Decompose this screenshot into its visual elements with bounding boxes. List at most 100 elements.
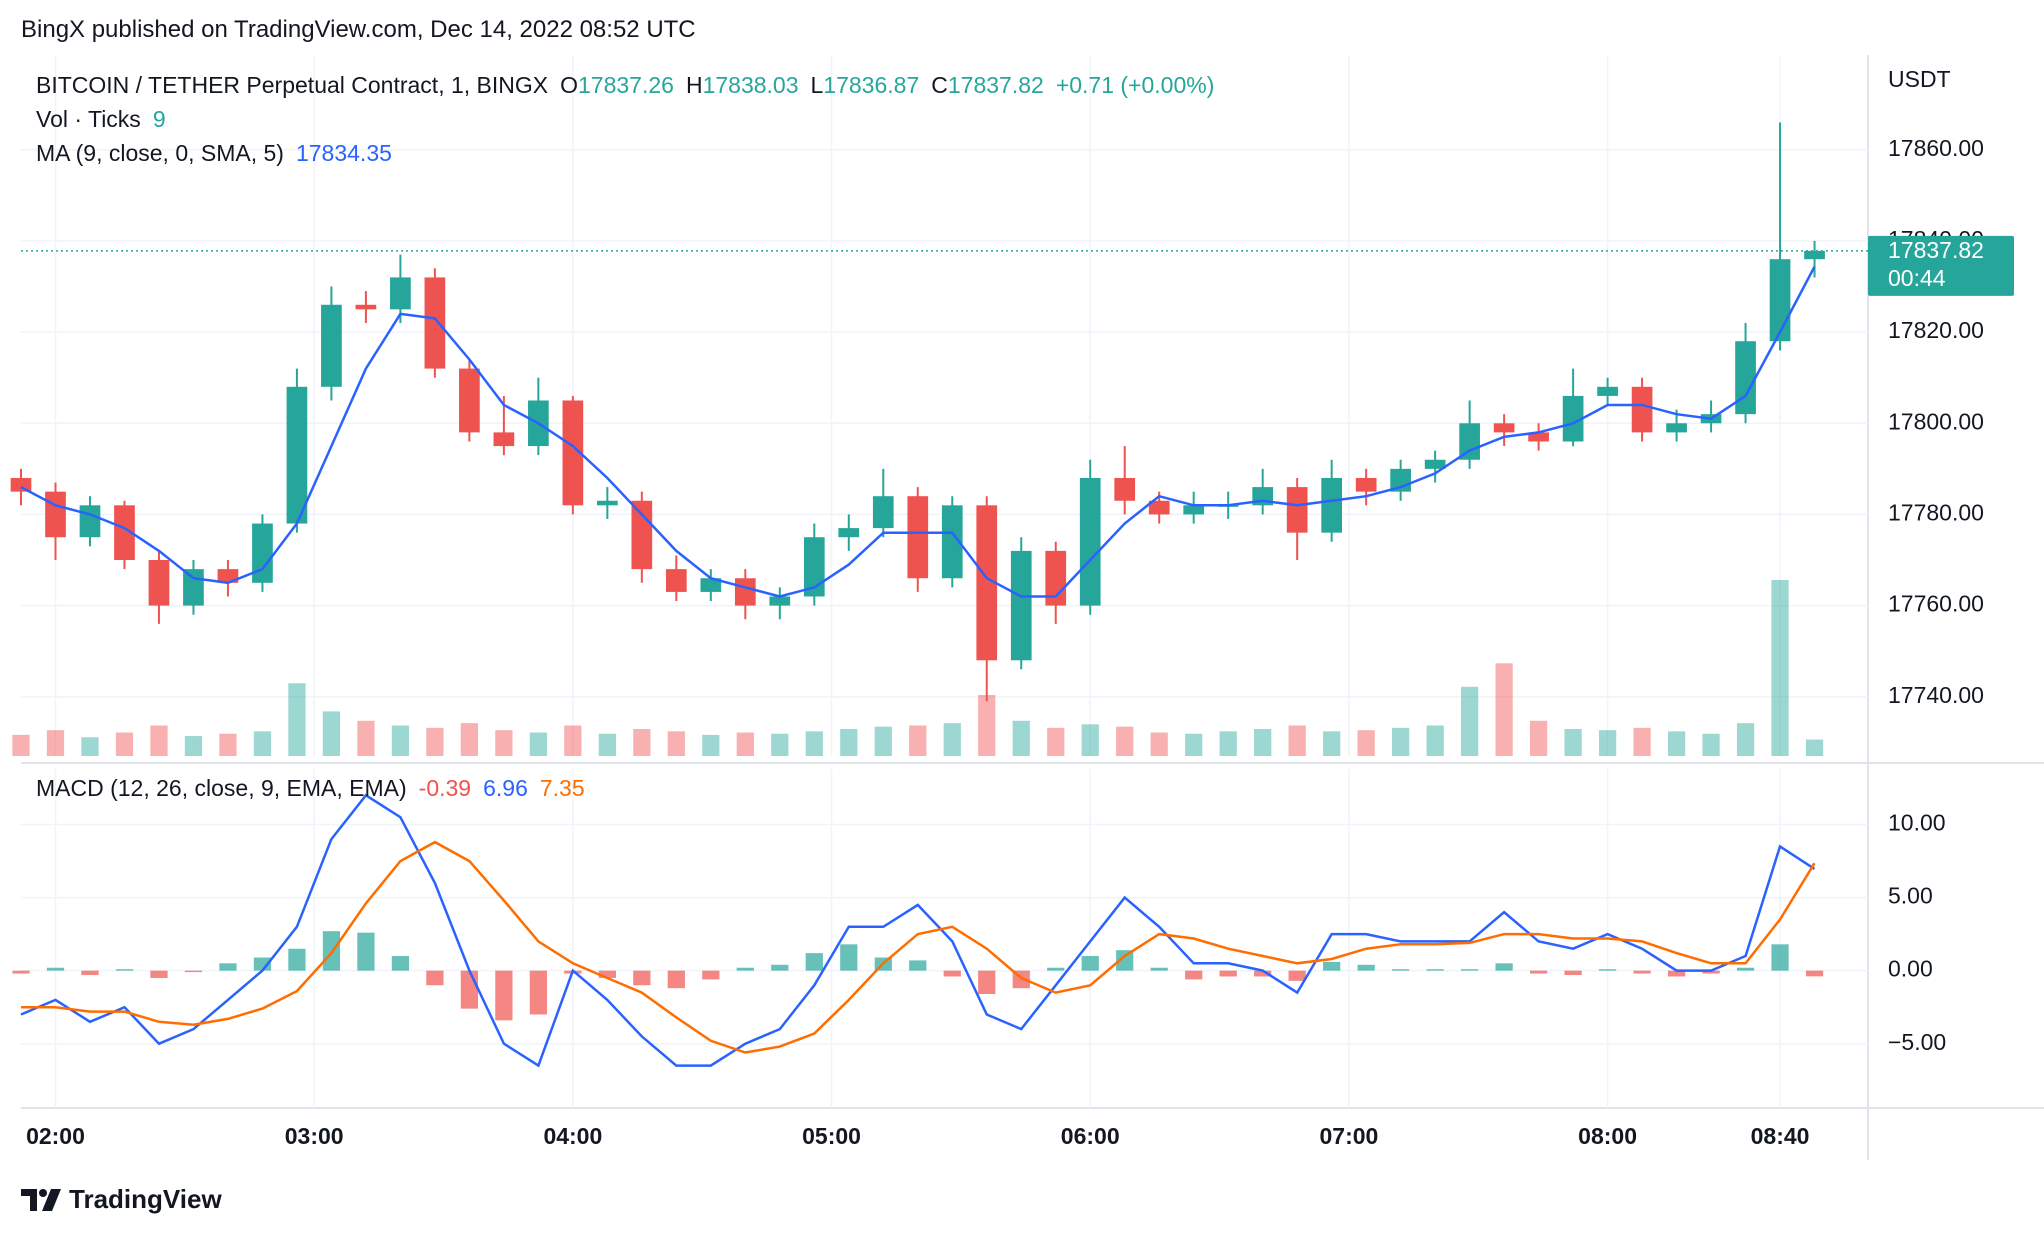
macd-histogram-bar — [12, 970, 30, 974]
macd-histogram-bar — [1150, 967, 1168, 971]
macd-histogram-bar — [1667, 970, 1686, 977]
macd-histogram-bar — [1805, 970, 1824, 977]
symbol-legend: BITCOIN / TETHER Perpetual Contract, 1, … — [36, 72, 1226, 99]
macd-histogram-bar — [81, 970, 99, 976]
candle-body — [424, 277, 446, 369]
candle-body — [321, 304, 342, 387]
candle-body — [1079, 477, 1101, 606]
signal-line — [21, 840, 1816, 1054]
macd-histogram-bar — [46, 967, 65, 971]
x-tick-label: 08:00 — [1578, 1123, 1637, 1149]
candle-body — [700, 578, 722, 592]
brand: TradingView — [69, 1184, 222, 1214]
macd-histogram-bar — [805, 953, 823, 971]
macd-histogram-bar — [1254, 970, 1272, 977]
last-price-box — [1868, 235, 2014, 296]
volume-bar — [840, 729, 858, 756]
y2-tick-label: 10.00 — [1888, 810, 1946, 836]
volume-bar — [1564, 729, 1582, 756]
volume-bar — [253, 731, 272, 756]
candle-body — [562, 400, 584, 506]
macd-histogram-bar — [667, 970, 685, 989]
candle-body — [286, 386, 308, 524]
macd-histogram-bar — [1323, 961, 1341, 971]
candle-body — [1528, 432, 1549, 442]
macd-histogram-bar — [460, 970, 479, 1009]
macd-histogram-bar — [1598, 969, 1617, 971]
macd-histogram-bar — [840, 944, 858, 971]
candle-body — [1114, 477, 1136, 501]
ohlc-value: 17836.87 — [823, 72, 920, 98]
ohlc-value: 17837.26 — [578, 72, 674, 98]
symbol: BITCOIN / TETHER Perpetual Contract, 1, … — [36, 72, 549, 98]
y-tick-label: 17820.00 — [1888, 317, 1984, 343]
candle-body — [252, 523, 273, 583]
x-tick-label: 08:40 — [1751, 1123, 1810, 1149]
volume-value: 9 — [152, 106, 166, 132]
volume-bar — [1219, 731, 1237, 756]
candle-body — [1286, 487, 1308, 533]
ohlc-value: 17837.82 — [947, 72, 1044, 98]
volume-bar — [874, 726, 892, 756]
candle-body — [597, 500, 618, 506]
macd-histogram-bar — [1564, 970, 1582, 976]
macd-histogram-bar — [495, 970, 513, 1021]
macd-histogram-bar — [1426, 969, 1444, 971]
x-tick-label: 04:00 — [543, 1123, 602, 1149]
volume-bar — [1461, 686, 1479, 756]
candle-body — [183, 569, 204, 606]
signal-value: 7.35 — [539, 775, 585, 801]
volume-legend: Vol · Ticks 9 — [36, 106, 178, 133]
candle-body — [803, 537, 825, 597]
candle-body — [114, 505, 135, 561]
candle-body — [665, 569, 687, 592]
candle-body — [493, 432, 515, 447]
macd-line — [20, 793, 1816, 1068]
y2-tick-label: 0.00 — [1888, 956, 1933, 982]
volume-bar — [1185, 733, 1203, 756]
volume-bar — [564, 725, 582, 756]
volume-title: Vol · Ticks — [36, 106, 141, 132]
y2-tick-label: −5.00 — [1888, 1029, 1946, 1055]
volume-bar — [633, 729, 651, 756]
y2-tick-label: 5.00 — [1888, 883, 1933, 909]
volume-bar — [1771, 580, 1789, 756]
ohlc-key: H — [685, 72, 703, 98]
volume-bar — [667, 731, 685, 756]
volume-bar — [1288, 725, 1306, 756]
volume-bar — [1254, 729, 1272, 756]
candle-body — [1769, 259, 1791, 342]
candle-body — [872, 496, 894, 529]
volume-bar — [598, 733, 616, 756]
macd-histogram-bar — [736, 967, 754, 971]
y-tick-label: 17740.00 — [1888, 682, 1984, 708]
y-tick-label: 17800.00 — [1888, 408, 1984, 434]
macd-histogram-bar — [253, 957, 272, 971]
candle-body — [1493, 423, 1515, 433]
candle-body — [1459, 423, 1480, 460]
macd-histogram-bar — [1461, 969, 1479, 971]
volume-bar — [357, 720, 375, 756]
candle-body — [1355, 477, 1377, 492]
brand-logo — [21, 1188, 61, 1211]
macd-histogram-bar — [391, 956, 410, 971]
macd-histogram-bar — [288, 948, 306, 971]
candle-body — [941, 505, 963, 579]
candle-body — [79, 505, 101, 538]
macd-histogram-bar — [1702, 970, 1720, 974]
volume-bar — [184, 736, 203, 756]
change: +0.71 (+0.00%) — [1055, 72, 1215, 98]
footer: TradingView — [21, 1184, 222, 1215]
volume-bar — [1150, 732, 1168, 756]
volume-bar — [909, 725, 927, 756]
volume-bar — [1116, 726, 1134, 756]
macd-histogram-bar — [598, 970, 616, 978]
candle-body — [734, 578, 756, 606]
volume-bar — [1598, 730, 1617, 756]
candle-body — [459, 368, 480, 433]
ma-line — [20, 266, 1816, 598]
candle-body — [838, 528, 860, 538]
volume-bar — [115, 732, 134, 756]
candle-body — [1666, 423, 1687, 433]
macd-histogram-bar — [1219, 970, 1237, 977]
